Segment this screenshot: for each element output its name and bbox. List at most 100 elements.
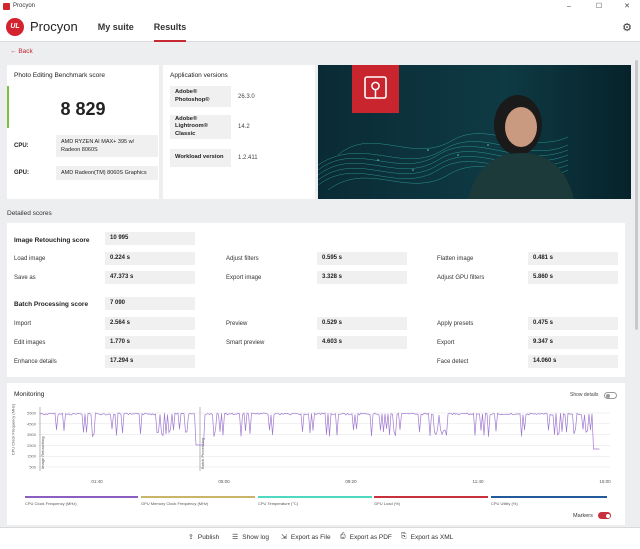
app-versions-title: Application versions bbox=[170, 72, 228, 79]
y-tick-label: 5500 bbox=[27, 411, 37, 416]
score-label: Apply presets bbox=[437, 321, 474, 327]
y-tick-label: 3500 bbox=[27, 432, 37, 437]
export-file-button[interactable]: ⇲ Export as File bbox=[281, 533, 331, 542]
xml-icon: ⎘ bbox=[401, 533, 407, 540]
app-version-cell: 1.2.411 bbox=[238, 155, 258, 161]
ul-logo: UL bbox=[6, 17, 24, 36]
y-tick-label: 4500 bbox=[27, 421, 37, 426]
app-header: UL Procyon My suite Results ⚙ bbox=[0, 12, 640, 42]
app-name-cell: Workload version bbox=[170, 149, 231, 167]
legend-color bbox=[141, 496, 255, 498]
detailed-scores-title: Detailed scores bbox=[7, 210, 52, 217]
image-retouching-title: Image Retouching score bbox=[14, 237, 90, 244]
score-label: Edit images bbox=[14, 340, 46, 346]
tab-my-suite[interactable]: My suite bbox=[97, 21, 134, 32]
score-label: Face detect bbox=[437, 359, 469, 365]
gear-icon[interactable]: ⚙ bbox=[622, 22, 632, 34]
score-value: 0.224 s bbox=[105, 252, 195, 265]
marker-label: Batch Processing bbox=[200, 438, 205, 469]
score-label: Adjust GPU filters bbox=[437, 275, 485, 281]
publish-label: Publish bbox=[197, 533, 220, 541]
legend-label: GPU Load (%) bbox=[374, 501, 401, 506]
legend-color bbox=[491, 496, 607, 498]
app-version-cell: 26.3.0 bbox=[238, 93, 255, 100]
score-value: 5.860 s bbox=[528, 271, 618, 284]
x-tick-label: 08:20 bbox=[345, 479, 357, 484]
maximize-icon[interactable]: ☐ bbox=[595, 3, 603, 10]
window-titlebar: Procyon – ☐ ✕ bbox=[0, 0, 640, 12]
legend-label: CPU Temperature (°C) bbox=[258, 501, 299, 506]
score-label: Adjust filters bbox=[226, 256, 259, 262]
score-label: Export image bbox=[226, 275, 262, 281]
app-version-row: Adobe® Lightroom® Classic 14.2 bbox=[170, 115, 308, 139]
back-link[interactable]: ← Back bbox=[10, 48, 33, 55]
bottom-action-bar: ⇪ Publish ☰ Show log ⇲ Export as File ⎙ … bbox=[0, 527, 640, 549]
legend-item: GPU Load (%) bbox=[374, 496, 488, 516]
export-pdf-button[interactable]: ⎙ Export as PDF bbox=[340, 533, 392, 541]
x-tick-label: 01:40 bbox=[91, 479, 103, 484]
minimize-icon[interactable]: – bbox=[567, 2, 571, 10]
show-log-button[interactable]: ☰ Show log bbox=[232, 533, 270, 542]
score-label: Save as bbox=[14, 275, 36, 281]
tab-results[interactable]: Results bbox=[153, 12, 186, 42]
legend-color bbox=[258, 496, 372, 498]
score-label: Enhance details bbox=[14, 359, 57, 365]
score-value: 47.373 s bbox=[105, 271, 195, 284]
score-label: Smart preview bbox=[226, 340, 265, 346]
back-label: Back bbox=[18, 48, 33, 55]
gpu-value: AMD Radeon(TM) 8060S Graphics bbox=[56, 166, 158, 180]
image-retouching-score: 10 995 bbox=[105, 232, 195, 245]
export-file-label: Export as File bbox=[290, 533, 331, 541]
app-version-cell: 14.2 bbox=[238, 124, 250, 130]
batch-processing-title: Batch Processing score bbox=[14, 301, 89, 308]
cpu-frequency-line bbox=[39, 412, 600, 450]
score-label: Load image bbox=[14, 256, 46, 262]
publish-button[interactable]: ⇪ Publish bbox=[188, 533, 220, 542]
marker-label: Image Retouching bbox=[40, 437, 45, 469]
y-axis-label: CPU Clock Frequency (MHz) bbox=[10, 403, 16, 456]
score-card-title: Photo Editing Benchmark score bbox=[14, 72, 106, 79]
cpu-row: CPU: AMD RYZEN AI MAX+ 395 w/ Radeon 806… bbox=[14, 135, 158, 157]
score-value: 0.595 s bbox=[317, 252, 407, 265]
score-label: Preview bbox=[226, 321, 248, 327]
score-label: Import bbox=[14, 321, 32, 327]
score-value: 2.564 s bbox=[105, 317, 195, 330]
gpu-row: GPU: AMD Radeon(TM) 8060S Graphics bbox=[14, 166, 158, 180]
benchmark-score-card: Photo Editing Benchmark score 8 829 CPU:… bbox=[7, 65, 159, 199]
publish-icon: ⇪ bbox=[188, 534, 194, 541]
export-xml-button[interactable]: ⎘ Export as XML bbox=[401, 533, 453, 541]
main-nav: My suite Results bbox=[98, 12, 207, 42]
score-accent-bar bbox=[7, 86, 9, 128]
export-xml-label: Export as XML bbox=[410, 533, 454, 541]
legend-item: GPU Memory Clock Frequency (MHz) bbox=[141, 496, 255, 516]
markers-toggle[interactable] bbox=[598, 512, 611, 519]
show-details-toggle[interactable] bbox=[604, 392, 617, 399]
show-log-label: Show log bbox=[242, 533, 270, 541]
score-value: 0.475 s bbox=[528, 317, 618, 330]
legend-color bbox=[25, 496, 138, 498]
score-value: 0.529 s bbox=[317, 317, 407, 330]
score-value: 1.770 s bbox=[105, 336, 195, 349]
detailed-scores-card: Image Retouching score 10 995 Load image… bbox=[7, 223, 625, 377]
close-icon[interactable]: ✕ bbox=[624, 3, 630, 10]
arrow-left-icon: ← bbox=[10, 48, 19, 55]
score-value: 14.060 s bbox=[528, 355, 618, 368]
file-icon: ⇲ bbox=[281, 534, 287, 541]
score-value: 4.603 s bbox=[317, 336, 407, 349]
cpu-value: AMD RYZEN AI MAX+ 395 w/ Radeon 8060S bbox=[56, 135, 158, 157]
legend-label: CPU Utility (%) bbox=[491, 501, 518, 506]
monitoring-title: Monitoring bbox=[14, 391, 45, 398]
window-title: Procyon bbox=[13, 3, 36, 9]
y-axis-label-wrap: CPU Clock Frequency (MHz) bbox=[7, 404, 19, 456]
vertical-scrollbar[interactable] bbox=[635, 60, 638, 330]
app-small-logo-icon bbox=[3, 2, 10, 10]
legend-item: CPU Clock Frequency (MHz) bbox=[25, 496, 138, 516]
markers-label: Markers bbox=[573, 513, 593, 519]
y-tick-label: 500 bbox=[29, 465, 36, 470]
gpu-label: GPU: bbox=[14, 170, 29, 176]
legend-item: CPU Utility (%) bbox=[491, 496, 607, 516]
x-tick-label: 11:40 bbox=[473, 479, 484, 484]
score-value: 3.328 s bbox=[317, 271, 407, 284]
score-label: Export bbox=[437, 340, 455, 346]
score-value: 17.294 s bbox=[105, 355, 195, 368]
